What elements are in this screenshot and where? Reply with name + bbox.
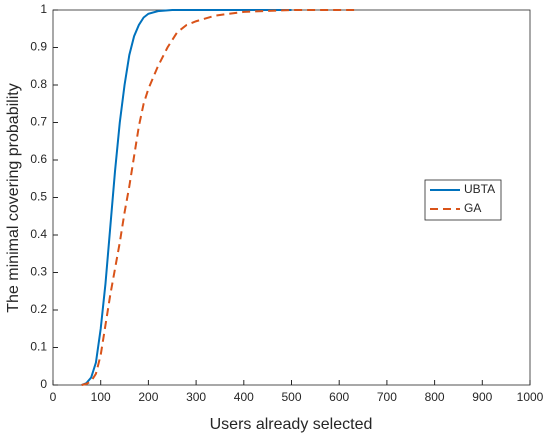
x-tick-label: 500 (281, 390, 301, 404)
y-tick-label: 0.4 (30, 227, 47, 241)
y-axis-label: The minimal covering probability (5, 83, 22, 312)
y-tick-label: 0.8 (30, 77, 47, 91)
x-tick-label: 400 (234, 390, 254, 404)
legend-box (424, 179, 502, 221)
y-tick-label: 0 (40, 377, 47, 391)
x-tick-label: 300 (186, 390, 206, 404)
series-line (81, 9, 292, 386)
x-tick-label: 800 (425, 390, 445, 404)
x-tick-label: 700 (377, 390, 397, 404)
x-tick-label: 200 (138, 390, 158, 404)
y-tick-label: 0.5 (30, 190, 47, 204)
x-axis-label: Users already selected (210, 416, 373, 433)
legend-label: UBTA (464, 182, 495, 196)
x-tick-label: 0 (50, 390, 57, 404)
y-tick-label: 1 (40, 2, 47, 16)
x-tick-label: 100 (91, 390, 111, 404)
y-tick-label: 0.7 (30, 115, 47, 129)
y-tick-label: 0.2 (30, 302, 47, 316)
y-tick-label: 0.1 (30, 340, 47, 354)
x-tick-label: 1000 (517, 390, 544, 404)
y-tick-label: 0.3 (30, 265, 47, 279)
x-tick-label: 600 (329, 390, 349, 404)
y-tick-label: 0.9 (30, 40, 47, 54)
legend-label: GA (464, 201, 481, 215)
y-tick-label: 0.6 (30, 152, 47, 166)
x-tick-label: 900 (472, 390, 492, 404)
